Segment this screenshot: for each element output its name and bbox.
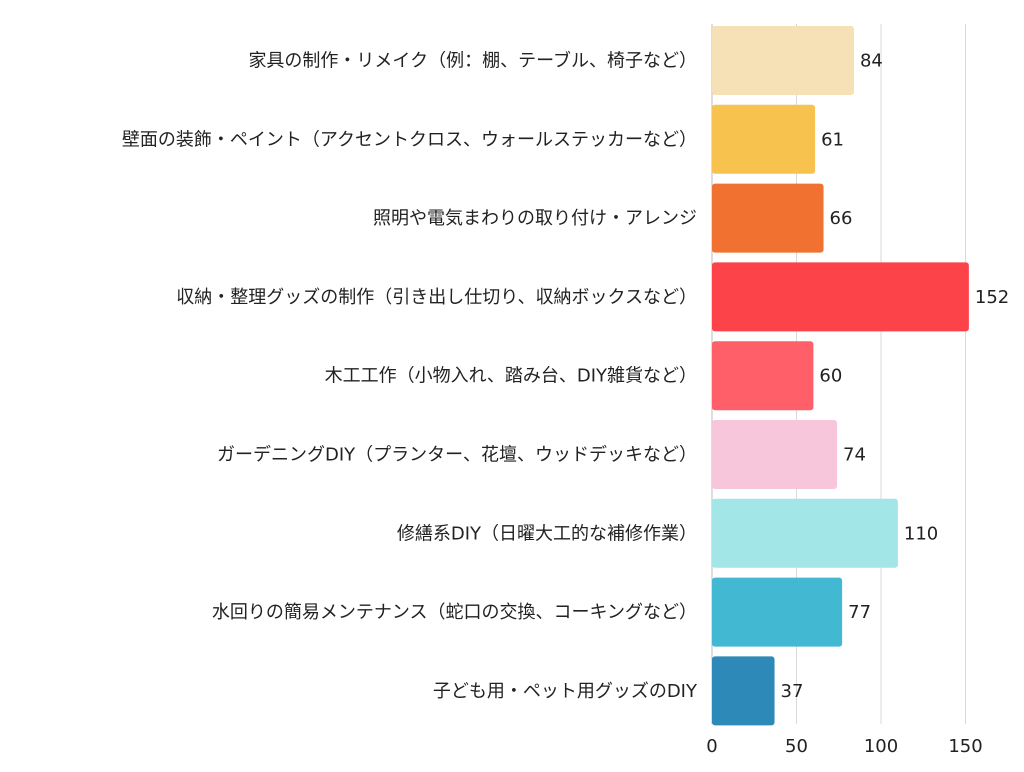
x-axis-ticks: 0 50 100 150 [706, 736, 982, 757]
data-label-3: 66 [830, 208, 853, 229]
x-tick-label-0: 0 [706, 736, 717, 757]
category-label-1: 家具の制作・リメイク（例：棚、テーブル、椅子など） [248, 50, 697, 72]
data-label-5: 60 [819, 366, 842, 387]
x-tick-label-150: 150 [948, 736, 982, 757]
bar-4 [712, 262, 969, 332]
bar-7 [712, 498, 898, 568]
category-label-4: 収納・整理グッズの制作（引き出し仕切り、収納ボックスなど） [176, 287, 697, 308]
category-label-8: 水回りの簡易メンテナンス（蛇口の交換、コーキングなど） [212, 602, 697, 623]
data-label-1: 84 [860, 51, 883, 72]
bar-3 [712, 183, 824, 253]
category-labels: 家具の制作・リメイク（例：棚、テーブル、椅子など） 壁面の装飾・ペイント（アクセン… [122, 50, 698, 702]
data-label-2: 61 [821, 129, 844, 150]
x-tick-label-50: 50 [785, 736, 808, 757]
category-label-6: ガーデニングDIY（プランター、花壇、ウッドデッキなど） [217, 445, 697, 466]
category-label-3: 照明や電気まわりの取り付け・アレンジ [373, 208, 697, 229]
data-label-6: 74 [843, 445, 866, 466]
data-label-8: 77 [848, 602, 871, 623]
bar-9 [712, 656, 775, 726]
category-label-9: 子ども用・ペット用グッズのDIY [433, 681, 698, 702]
x-tick-label-100: 100 [864, 736, 898, 757]
data-label-4: 152 [975, 287, 1009, 308]
data-label-9: 37 [781, 681, 804, 702]
data-labels: 84 61 66 152 60 74 110 77 37 [781, 51, 1010, 702]
bar-2 [712, 104, 816, 174]
category-label-7: 修繕系DIY（日曜大工的な補修作業） [397, 523, 697, 544]
bar-6 [712, 420, 838, 489]
category-label-2: 壁面の装飾・ペイント（アクセントクロス、ウォールステッカーなど） [122, 129, 697, 150]
category-label-5: 木工工作（小物入れ、踏み台、DIY雑貨など） [325, 366, 697, 387]
bar-8 [712, 577, 843, 647]
bar-1 [712, 26, 854, 95]
bar-5 [712, 341, 814, 411]
bars [712, 26, 969, 726]
data-label-7: 110 [904, 523, 938, 544]
